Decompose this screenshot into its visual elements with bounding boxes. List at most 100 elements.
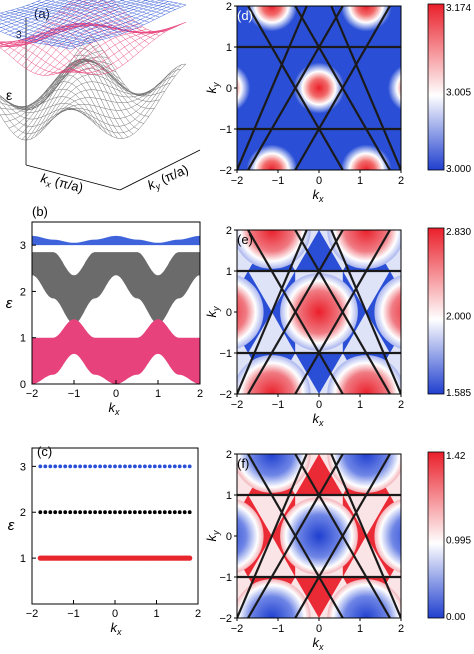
- surface-top-wire: [35, 0, 148, 43]
- data-point: [48, 464, 53, 469]
- data-point: [63, 510, 68, 515]
- panel-d-label: (d): [237, 8, 253, 23]
- data-point: [68, 464, 73, 469]
- panel-f: −2 −1 0 1 2 −2 −1 0 1 2 ky kx 1.42 0.995 0.00 (f): [204, 449, 471, 652]
- x-tick-label: −2: [26, 388, 39, 400]
- panel-a-tick-3: 3: [16, 30, 22, 41]
- surface-bottom-wire: [16, 74, 113, 137]
- data-point: [108, 510, 112, 515]
- lattice-line: [294, 6, 391, 170]
- surface-bottom: [0, 35, 187, 141]
- surface-middle-wire: [69, 21, 187, 75]
- data-point: [68, 510, 73, 515]
- heatmap-spot: [327, 579, 401, 618]
- lattice-line: [294, 230, 391, 394]
- series-bottom: [37, 555, 193, 561]
- panel-a: (a) 3 ε kx (π/a) ky (π/a): [0, 0, 201, 195]
- x-axis-label: kx: [313, 187, 325, 204]
- heatmap-spot: [237, 230, 311, 269]
- y-tick-label: −2: [219, 165, 232, 177]
- data-point: [167, 510, 172, 515]
- heatmap-triangle: [295, 230, 343, 271]
- data-point: [187, 510, 192, 515]
- data-point: [172, 464, 177, 469]
- panel-a-axes: [25, 18, 201, 191]
- surface-bottom-wire: [31, 61, 129, 138]
- x-tick-label: 0: [316, 623, 322, 635]
- colorbar: [427, 451, 445, 619]
- data-point: [143, 464, 147, 469]
- colorbar-max-label: 2.830: [446, 227, 471, 238]
- data-point: [148, 510, 152, 515]
- surface-top-wire: [31, 3, 129, 32]
- colorbar-min-label: 0.00: [446, 612, 466, 623]
- lattice-line: [330, 230, 401, 394]
- x-tick-label: 1: [357, 623, 363, 635]
- x-tick-label: −2: [231, 399, 244, 411]
- panel-a-ylabel2: ky (π/a): [145, 162, 191, 195]
- series-top: [38, 464, 192, 469]
- panel-c: (c) −2 −1 0 1 2 1 2 3 ε kx: [8, 444, 201, 637]
- panel-e-label: (e): [237, 232, 253, 247]
- data-point: [162, 510, 167, 515]
- data-point: [83, 510, 87, 515]
- x-tick-label: 1: [357, 399, 363, 411]
- surface-top-wire: [52, 1, 169, 46]
- data-point: [187, 555, 193, 561]
- surface-bottom-wire: [5, 88, 102, 130]
- data-point: [48, 510, 53, 515]
- data-point: [143, 510, 147, 515]
- surface-bottom-wire: [0, 50, 104, 108]
- surface-top-wire: [37, 1, 134, 30]
- x-tick-label: 2: [398, 623, 404, 635]
- y-tick-label: −1: [219, 572, 232, 584]
- panel-a-label: (a): [34, 6, 50, 21]
- data-point: [113, 464, 117, 469]
- panel-f-plot: −2 −1 0 1 2 −2 −1 0 1 2 ky kx 1.42 0.995 0.00: [204, 449, 471, 652]
- data-point: [93, 464, 97, 469]
- x-tick-label: 0: [113, 388, 119, 400]
- x-tick-label: −1: [272, 175, 285, 187]
- surface-bottom-wire: [61, 66, 178, 127]
- surface-top-wire: [88, 0, 155, 20]
- heatmap-spot: [293, 62, 345, 114]
- panel-b-label: (b): [32, 204, 48, 219]
- y-tick-label: 2: [226, 1, 232, 13]
- y-tick-label: 3: [20, 461, 26, 473]
- surface-top-wire: [39, 0, 155, 44]
- heatmap-spot: [327, 230, 401, 269]
- surface-bottom-wire: [69, 63, 187, 139]
- y-tick-label: 2: [20, 507, 26, 519]
- data-point: [73, 510, 78, 515]
- surface-top-wire: [99, 0, 160, 18]
- panel-e: −2 −1 0 1 2 −2 −1 0 1 2 ky kx 2.830 2.000 1.585 (e): [204, 225, 471, 428]
- data-point: [162, 464, 167, 469]
- surface-top-wire: [48, 0, 165, 45]
- data-point: [58, 464, 63, 469]
- data-point: [133, 464, 137, 469]
- y-tick-label: 1: [20, 553, 26, 565]
- x-axis-label: kx: [313, 635, 325, 652]
- surface-top-wire: [119, 0, 171, 13]
- x-axis-label: kx: [313, 411, 325, 428]
- lattice-line: [237, 230, 308, 394]
- data-point: [177, 464, 182, 469]
- surface-top-wire: [61, 2, 178, 48]
- x-tick-label: 0: [112, 608, 118, 620]
- x-tick-label: −1: [68, 388, 81, 400]
- lattice-line: [294, 454, 391, 618]
- data-point: [53, 510, 58, 515]
- data-point: [98, 510, 102, 515]
- x-tick-label: 2: [195, 608, 201, 620]
- y-tick-label: 1: [20, 333, 26, 345]
- panel-d-plot: −2 −1 0 1 2 −2 −1 0 1 2 ky kx 3.174 3.005 3.000: [204, 1, 471, 204]
- heatmap-triangle: [295, 577, 343, 618]
- heatmap-field: [237, 454, 401, 618]
- y-tick-label: 0: [226, 531, 232, 543]
- lattice-line: [330, 6, 401, 170]
- panel-e-plot: −2 −1 0 1 2 −2 −1 0 1 2 ky kx 2.830 2.000 1.585: [204, 225, 471, 428]
- heatmap-spot: [237, 65, 251, 111]
- data-point: [78, 464, 82, 469]
- y-axis-label: ky: [204, 82, 221, 94]
- series-middle: [38, 510, 192, 515]
